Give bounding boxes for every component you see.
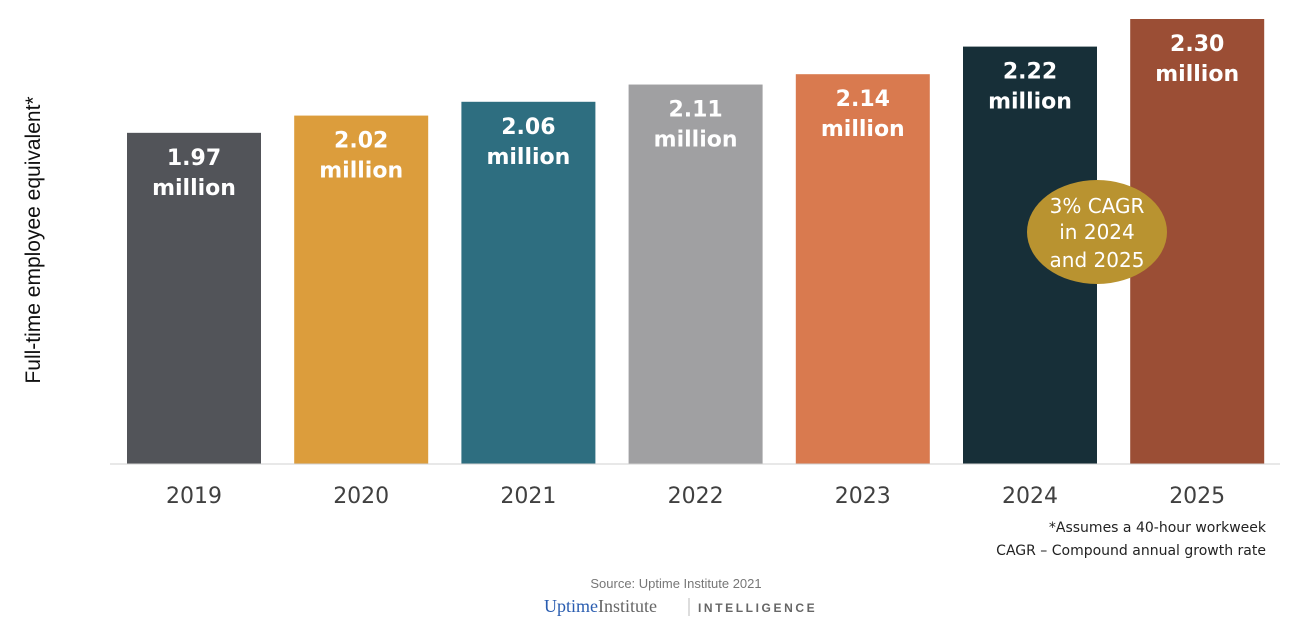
x-tick-label: 2019: [166, 484, 222, 509]
footnote-cagr: CAGR – Compound annual growth rate: [996, 543, 1266, 559]
x-tick-label: 2020: [333, 484, 389, 509]
data-unit-label: million: [1155, 62, 1239, 87]
data-unit-label: million: [654, 128, 738, 153]
x-tick-label: 2022: [668, 484, 724, 509]
bar-2019: [127, 132, 261, 464]
data-label-2020: 2.02: [334, 129, 388, 154]
data-label-2022: 2.11: [668, 98, 722, 123]
cagr-line-1: 3% CAGR: [1050, 194, 1145, 218]
x-tick-label: 2021: [500, 484, 556, 509]
logo-suffix: INTELLIGENCE: [698, 601, 817, 615]
logo-brand-b: Institute: [598, 596, 657, 616]
cagr-annotation: 3% CAGR in 2024 and 2025: [1027, 180, 1167, 284]
data-label-2024: 2.22: [1003, 60, 1057, 85]
source-text: Source: Uptime Institute 2021: [590, 576, 761, 591]
footnote-workweek: *Assumes a 40-hour workweek: [1049, 520, 1267, 536]
logo-brand-a: Uptime: [544, 596, 598, 616]
data-unit-label: million: [319, 159, 403, 184]
svg-text:UptimeInstitute: UptimeInstitute: [544, 596, 657, 616]
data-label-2019: 1.97: [167, 146, 221, 171]
data-label-2023: 2.14: [836, 87, 890, 112]
data-unit-label: million: [988, 90, 1072, 115]
bar-2023: [795, 74, 930, 465]
uptime-logo: UptimeInstitute INTELLIGENCE: [544, 596, 817, 616]
data-unit-label: million: [486, 145, 570, 170]
cagr-line-3: and 2025: [1050, 248, 1145, 272]
cagr-ellipse: [1027, 180, 1167, 284]
data-label-2025: 2.30: [1170, 32, 1224, 57]
data-unit-label: million: [152, 176, 236, 201]
bar-2022: [628, 84, 763, 464]
x-tick-label: 2025: [1169, 484, 1225, 509]
bar-2020: [294, 115, 429, 465]
bar-2021: [461, 101, 596, 464]
cagr-line-2: in 2024: [1059, 220, 1135, 244]
data-unit-label: million: [821, 117, 905, 142]
x-tick-label: 2024: [1002, 484, 1058, 509]
data-label-2021: 2.06: [501, 115, 555, 140]
x-tick-label: 2023: [835, 484, 891, 509]
y-axis-label: Full-time employee equivalent*: [22, 96, 45, 383]
